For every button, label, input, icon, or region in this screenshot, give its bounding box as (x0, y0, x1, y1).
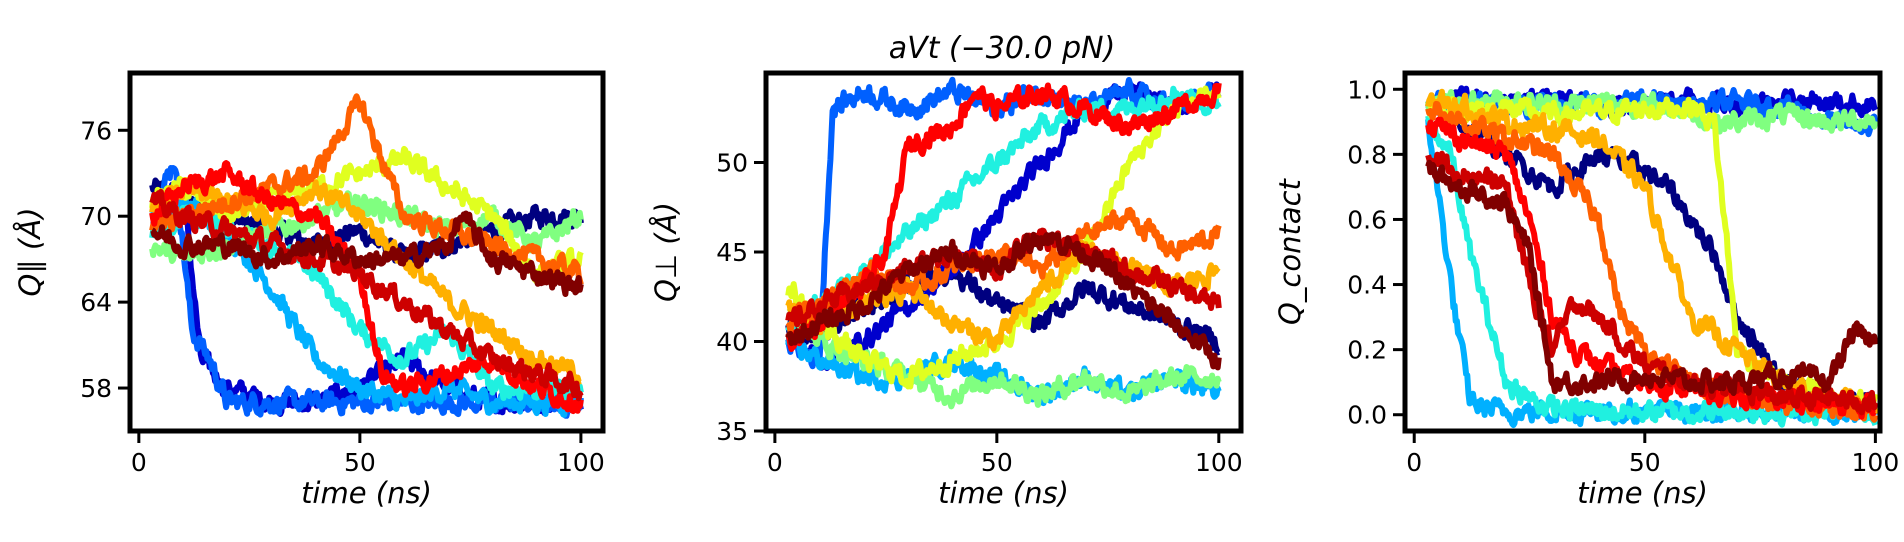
x-axis-label: time (ns) (301, 476, 432, 510)
figure-title: aVt (−30.0 pN) (889, 31, 1116, 66)
series-line-12 (1425, 159, 1879, 397)
y-tick-label: 0.4 (1347, 271, 1387, 300)
x-tick-label: 100 (1852, 448, 1900, 477)
series-line-12 (785, 231, 1222, 371)
series-line-9 (149, 93, 584, 286)
x-axis-label: time (ns) (1577, 476, 1708, 510)
y-tick-label: 0.0 (1347, 401, 1387, 430)
plot-frame (1402, 70, 1883, 434)
series-line-11 (149, 188, 584, 402)
y-tick-label: 0.2 (1347, 336, 1387, 365)
y-tick-label: 64 (80, 288, 112, 317)
series-line-10 (149, 160, 584, 415)
x-tick-label: 0 (131, 448, 147, 477)
y-tick-label: 0.8 (1347, 140, 1387, 169)
x-tick-label: 50 (344, 448, 376, 477)
y-tick-label: 35 (716, 417, 748, 446)
x-tick-label: 100 (557, 448, 605, 477)
y-tick-label: 76 (80, 116, 112, 145)
x-axis-label: time (ns) (938, 476, 1069, 510)
series-line-12 (150, 210, 584, 297)
series-line-8 (1425, 88, 1879, 415)
chart-panel-1: 0 50 100 58 64 70 76 time (ns) Q∥ (Å) (13, 70, 606, 510)
chart-panel-3: 0 50 100 0.0 0.2 0.4 0.6 0.8 1.0 time (ns) Q_conta… (1273, 70, 1900, 510)
y-axis-label: Q_contact (1273, 177, 1307, 324)
y-tick-label: 0.6 (1347, 205, 1387, 234)
plot-area (785, 76, 1222, 410)
x-tick-label: 0 (767, 448, 783, 477)
y-axis-label: Q⊥ (Å) (649, 202, 683, 302)
x-tick-label: 100 (1195, 448, 1243, 477)
plot-frame (127, 70, 606, 434)
x-tick-label: 0 (1406, 448, 1422, 477)
plot-area (1425, 85, 1879, 429)
y-tick-label: 40 (716, 328, 748, 357)
y-tick-label: 45 (716, 238, 748, 267)
series-line-7 (785, 84, 1222, 390)
x-tick-label: 50 (1629, 448, 1661, 477)
plot-area (149, 93, 584, 419)
y-axis-label: Q∥ (Å) (13, 207, 47, 296)
y-tick-label: 50 (716, 149, 748, 178)
y-tick-label: 1.0 (1347, 75, 1387, 104)
x-tick-label: 50 (981, 448, 1013, 477)
y-tick-label: 70 (80, 202, 112, 231)
series-line-11 (1425, 150, 1879, 416)
y-tick-label: 58 (80, 374, 112, 403)
